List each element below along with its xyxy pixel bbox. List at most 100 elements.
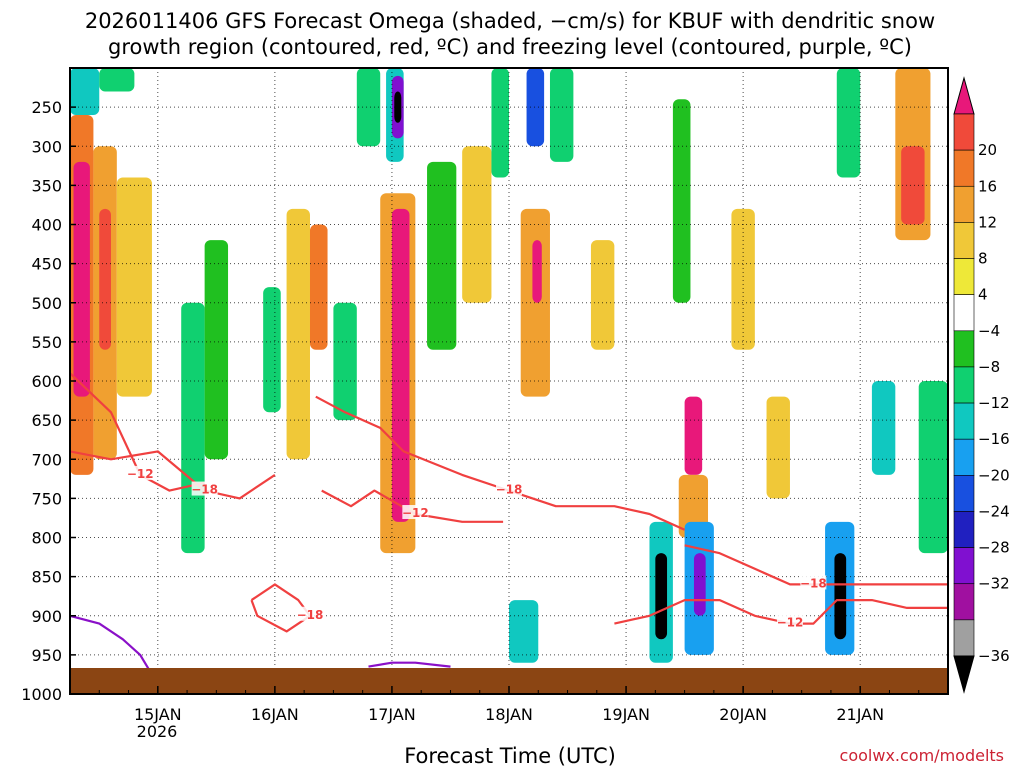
colorbar-top-triangle xyxy=(953,76,975,115)
colorbar-band-14 xyxy=(953,619,975,657)
colorbar-band-1 xyxy=(953,149,975,187)
omega-cell-43 xyxy=(918,381,948,554)
colorbar-band-9 xyxy=(953,438,975,476)
omega-cell-6 xyxy=(99,68,135,92)
y-tick-label-600: 600 xyxy=(31,372,62,391)
omega-cell-24 xyxy=(526,68,545,147)
colorbar-label-4: 4 xyxy=(978,286,988,304)
omega-cell-27 xyxy=(590,240,615,350)
colorbar-band-3 xyxy=(953,222,975,259)
dgz-contour-label-3: −18 xyxy=(496,483,523,497)
colorbar-bottom-triangle xyxy=(953,655,975,694)
colorbar-band-4 xyxy=(953,258,975,295)
omega-cell-30 xyxy=(672,99,691,303)
colorbar-band-2 xyxy=(953,185,975,223)
y-tick-label-350: 350 xyxy=(31,176,62,195)
colorbar-band-8 xyxy=(953,402,975,440)
colorbar-label-1: 16 xyxy=(978,177,997,195)
y-tick-label-400: 400 xyxy=(31,216,62,235)
colorbar-label-9: −20 xyxy=(978,466,1010,484)
x-tick-label-18: 18JAN xyxy=(485,705,533,724)
dgz-contour-label-bg-3 xyxy=(496,481,522,496)
dgz-contour-label-1: −18 xyxy=(191,483,218,497)
dgz-contour-line-1 xyxy=(70,450,276,500)
chart-title-line1: 2026011406 GFS Forecast Omega (shaded, −… xyxy=(85,9,935,33)
colorbar-label-3: 8 xyxy=(978,250,988,268)
omega-cell-20 xyxy=(462,146,492,303)
y-tick-label-800: 800 xyxy=(31,529,62,548)
x-axis: 15JAN 16JAN 17JAN 18JAN 19JAN 20JAN 21JAN xyxy=(69,686,949,724)
omega-cell-31 xyxy=(684,396,703,475)
colorbar-label-7: −12 xyxy=(978,394,1010,412)
omega-cell-21 xyxy=(491,68,509,178)
dgz-contour-label-2: −12 xyxy=(402,506,429,520)
omega-cell-9 xyxy=(263,287,281,413)
y-tick-label-950: 950 xyxy=(31,646,62,665)
omega-cell-40 xyxy=(871,381,896,475)
y-tick-label-550: 550 xyxy=(31,333,62,352)
dgz-contour-label-5: −12 xyxy=(777,616,804,630)
x-axis-title: Forecast Time (UTC) xyxy=(404,744,616,768)
omega-cell-18 xyxy=(391,208,410,522)
freezing-contour-line-0 xyxy=(70,614,153,675)
x-tick-label-21: 21JAN xyxy=(836,705,884,724)
colorbar-label-13: −36 xyxy=(978,647,1010,665)
y-tick-label-850: 850 xyxy=(31,568,62,587)
omega-cell-34 xyxy=(693,553,706,616)
omega-cell-16 xyxy=(394,91,402,123)
colorbar-band-12 xyxy=(953,547,975,585)
colorbar-band-0 xyxy=(953,113,975,151)
omega-shading xyxy=(70,68,948,663)
y-tick-label-700: 700 xyxy=(31,450,62,469)
omega-cell-4 xyxy=(116,177,152,397)
colorbar-band-6 xyxy=(953,330,975,368)
omega-cell-22 xyxy=(520,208,550,397)
y-tick-label-450: 450 xyxy=(31,255,62,274)
credit-text: coolwx.com/modelts xyxy=(840,746,1004,765)
y-tick-label-250: 250 xyxy=(31,98,62,117)
y-tick-label-300: 300 xyxy=(31,137,62,156)
colorbar-label-10: −24 xyxy=(978,502,1010,520)
omega-cell-11 xyxy=(309,224,328,350)
omega-cell-13 xyxy=(356,68,381,147)
colorbar-label-12: −32 xyxy=(978,575,1010,593)
y-tick-label-900: 900 xyxy=(31,607,62,626)
colorbar-label-5: −4 xyxy=(978,322,1000,340)
omega-cell-8 xyxy=(204,240,229,460)
omega-cell-10 xyxy=(286,208,310,460)
omega-cell-12 xyxy=(333,302,357,421)
colorbar: 20 16 12 8 4 −4 −8 −12 −16 −20 −24 −28 −32 −36 xyxy=(953,76,1010,694)
dgz-contour-label-bg-4 xyxy=(296,606,323,621)
dgz-contour-label-bg-2 xyxy=(402,505,429,520)
omega-cell-29 xyxy=(655,553,668,640)
omega-cell-35 xyxy=(731,208,755,350)
omega-cell-26 xyxy=(509,600,539,663)
omega-cell-1 xyxy=(73,161,90,397)
colorbar-band-7 xyxy=(953,366,975,404)
chart-title-line2: growth region (contoured, red, ºC) and f… xyxy=(108,35,912,59)
freezing-contour-line-1 xyxy=(368,661,451,668)
omega-cell-39 xyxy=(836,68,861,178)
dgz-contour-label-bg-5 xyxy=(776,614,803,629)
x-year-label: 2026 xyxy=(137,722,178,741)
x-tick-label-16: 16JAN xyxy=(251,705,299,724)
omega-cell-7 xyxy=(181,302,205,554)
omega-cell-42 xyxy=(901,146,925,225)
dgz-contour-label-6: −18 xyxy=(800,576,827,590)
y-axis: 250 300 350 400 450 500 550 600 650 700 750 800 850 9… xyxy=(21,98,76,704)
colorbar-label-0: 20 xyxy=(978,141,997,159)
dgz-contour-line-2 xyxy=(321,489,504,523)
x-tick-label-17: 17JAN xyxy=(368,705,416,724)
freezing-level-contours xyxy=(70,614,451,675)
grid-lines xyxy=(70,68,948,694)
omega-cell-36 xyxy=(766,396,790,499)
dgz-contours: −12 −18 −12 −18 −18 −12 −18 xyxy=(70,372,948,633)
y-tick-label-1000: 1000 xyxy=(21,685,62,704)
y-tick-label-750: 750 xyxy=(31,489,62,508)
colorbar-band-13 xyxy=(953,583,975,621)
x-tick-label-19: 19JAN xyxy=(602,705,650,724)
dgz-contour-label-0: −12 xyxy=(127,467,154,481)
y-tick-label-650: 650 xyxy=(31,411,62,430)
colorbar-label-2: 12 xyxy=(978,213,997,231)
